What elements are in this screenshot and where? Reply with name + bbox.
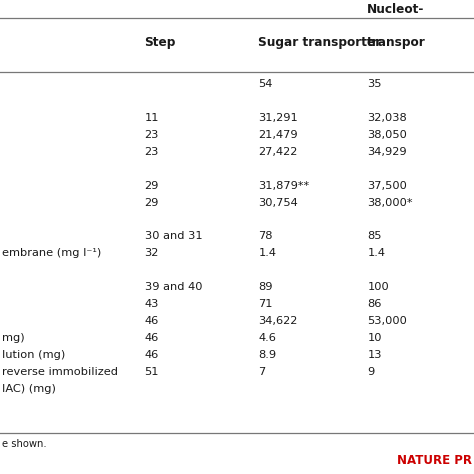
Text: 71: 71	[258, 299, 273, 309]
Text: 35: 35	[367, 79, 382, 89]
Text: 46: 46	[145, 316, 159, 326]
Text: 85: 85	[367, 231, 382, 241]
Text: 11: 11	[145, 113, 159, 123]
Text: 46: 46	[145, 333, 159, 343]
Text: reverse immobilized: reverse immobilized	[2, 367, 118, 377]
Text: 86: 86	[367, 299, 382, 309]
Text: 10: 10	[367, 333, 382, 343]
Text: 38,000*: 38,000*	[367, 198, 413, 208]
Text: Sugar transporter: Sugar transporter	[258, 36, 382, 49]
Text: 100: 100	[367, 282, 389, 292]
Text: 34,622: 34,622	[258, 316, 298, 326]
Text: Step: Step	[145, 36, 176, 49]
Text: 23: 23	[145, 147, 159, 157]
Text: lution (mg): lution (mg)	[2, 350, 65, 360]
Text: 27,422: 27,422	[258, 147, 298, 157]
Text: 34,929: 34,929	[367, 147, 407, 157]
Text: 37,500: 37,500	[367, 181, 407, 191]
Text: 7: 7	[258, 367, 265, 377]
Text: 32: 32	[145, 248, 159, 258]
Text: 43: 43	[145, 299, 159, 309]
Text: 53,000: 53,000	[367, 316, 407, 326]
Text: 32,038: 32,038	[367, 113, 407, 123]
Text: NATURE PR: NATURE PR	[397, 454, 472, 467]
Text: 29: 29	[145, 198, 159, 208]
Text: 4.6: 4.6	[258, 333, 276, 343]
Text: IAC) (mg): IAC) (mg)	[2, 384, 56, 394]
Text: 78: 78	[258, 231, 273, 241]
Text: 1.4: 1.4	[367, 248, 385, 258]
Text: 89: 89	[258, 282, 273, 292]
Text: 31,291: 31,291	[258, 113, 298, 123]
Text: 8.9: 8.9	[258, 350, 276, 360]
Text: embrane (mg l⁻¹): embrane (mg l⁻¹)	[2, 248, 101, 258]
Text: 54: 54	[258, 79, 273, 89]
Text: 51: 51	[145, 367, 159, 377]
Text: 30 and 31: 30 and 31	[145, 231, 202, 241]
Text: 29: 29	[145, 181, 159, 191]
Text: 38,050: 38,050	[367, 130, 407, 140]
Text: 23: 23	[145, 130, 159, 140]
Text: 31,879**: 31,879**	[258, 181, 310, 191]
Text: 1.4: 1.4	[258, 248, 276, 258]
Text: e shown.: e shown.	[2, 439, 47, 449]
Text: 21,479: 21,479	[258, 130, 298, 140]
Text: 13: 13	[367, 350, 382, 360]
Text: mg): mg)	[2, 333, 25, 343]
Text: Nucleot-: Nucleot-	[367, 3, 425, 16]
Text: 30,754: 30,754	[258, 198, 298, 208]
Text: 9: 9	[367, 367, 374, 377]
Text: transpor: transpor	[367, 36, 426, 49]
Text: 39 and 40: 39 and 40	[145, 282, 202, 292]
Text: 46: 46	[145, 350, 159, 360]
